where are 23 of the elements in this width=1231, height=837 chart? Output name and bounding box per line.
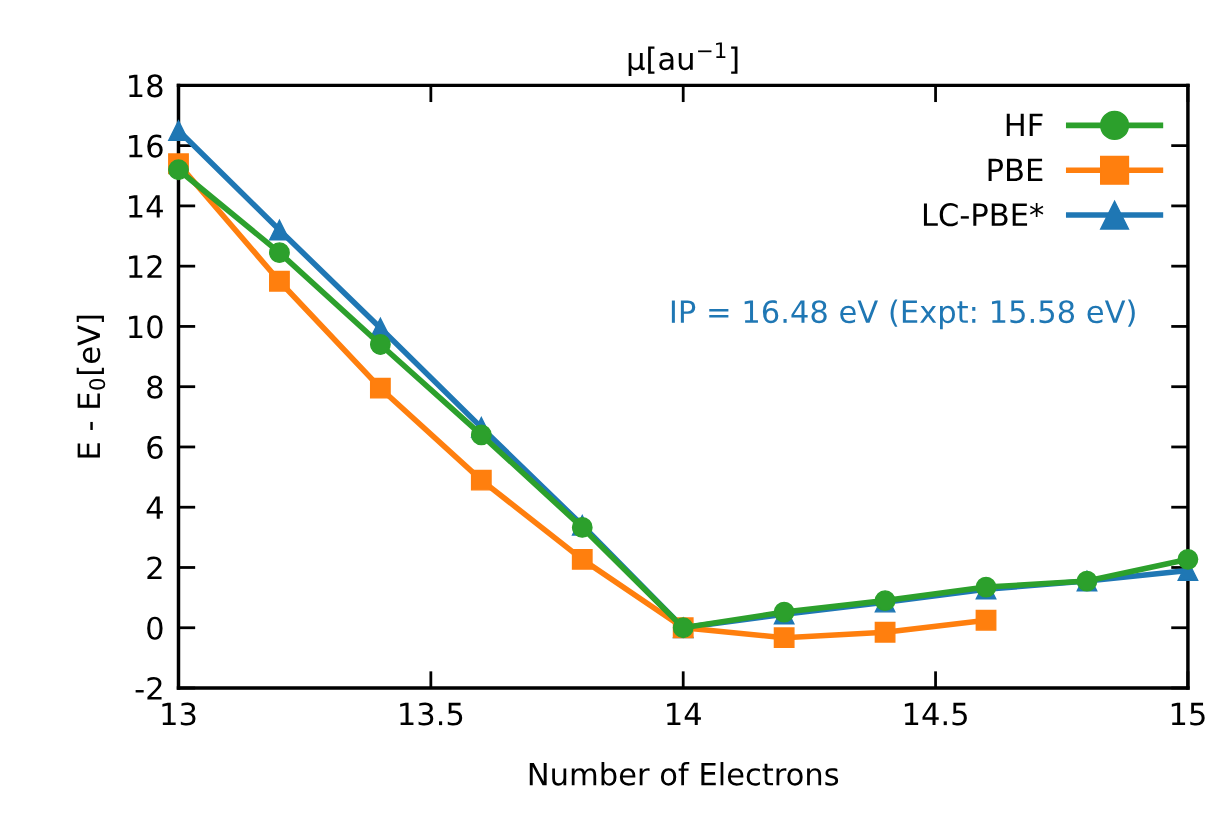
x-tick-label: 14.5 (904, 702, 967, 726)
x-tick-label: 13 (162, 702, 196, 726)
y-tick-label: 2 (147, 556, 162, 580)
annotation: IP = 16.48 eV (Expt: 15.58 eV) (671, 299, 1135, 330)
y-tick-label: 6 (147, 435, 163, 459)
y-tick-label: 4 (146, 496, 163, 519)
y-tick-label: 12 (129, 255, 162, 278)
x-tick-label: 13.5 (400, 702, 463, 726)
y-tick-label: 18 (129, 74, 163, 98)
legend-label: LC-PBE* (923, 203, 1044, 227)
y-tick-label: 8 (147, 375, 163, 399)
x2-axis-title: μ[au$^{−1}$] (628, 42, 738, 77)
y-tick-label: 16 (129, 134, 163, 158)
legend-label: PBE (988, 158, 1043, 181)
x-tick-label: 15 (1171, 702, 1205, 726)
y-tick-label: 14 (129, 195, 163, 218)
legend-label: HF (1006, 113, 1043, 137)
x-tick-label: 14 (667, 702, 701, 726)
y-tick-label: 10 (129, 315, 163, 339)
y-tick-label: -2 (135, 676, 162, 700)
y-axis-title: E - E$_{0}$[eV] (76, 315, 106, 458)
x-axis-title: Number of Electrons (529, 762, 839, 786)
y-tick-label: 0 (147, 616, 163, 640)
